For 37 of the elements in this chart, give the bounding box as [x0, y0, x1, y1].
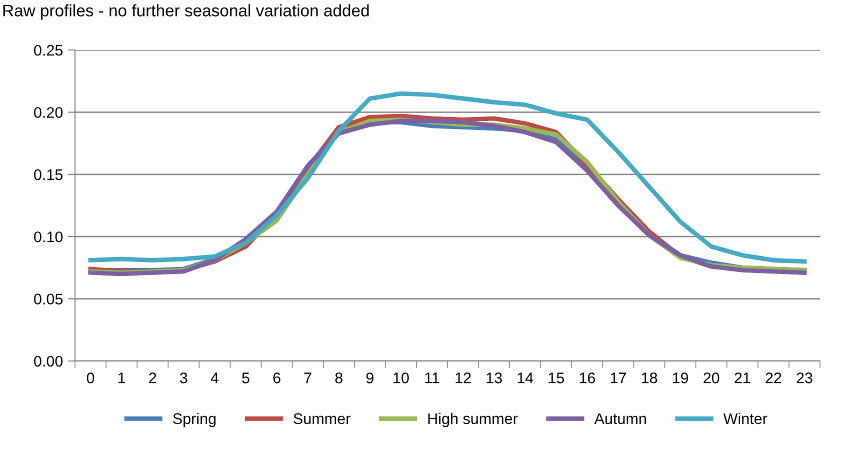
x-tick-label: 12 — [456, 372, 471, 384]
x-tick-label: 23 — [796, 372, 812, 384]
x-tick-label: 3 — [180, 372, 188, 384]
legend-label: Summer — [294, 413, 350, 424]
x-tick-label: 8 — [335, 372, 342, 384]
legend-label: Spring — [173, 412, 216, 428]
x-tick-label: 18 — [642, 372, 658, 384]
x-tick-label: 15 — [548, 372, 564, 384]
x-tick-label: 14 — [518, 372, 534, 384]
x-tick-label: 21 — [734, 372, 750, 384]
line-series — [88, 91, 807, 264]
x-tick-label: 11 — [425, 372, 440, 384]
x-tick-label: 16 — [580, 372, 596, 384]
x-tick-label: 20 — [704, 372, 720, 384]
y-tick-label: 0.10 — [34, 231, 63, 242]
y-tick-label: 0.05 — [34, 294, 63, 304]
y-tick-label: 0.25 — [34, 44, 63, 56]
chart-title: Raw profiles - no further seasonal variation added — [3, 4, 369, 20]
x-tick-label: 13 — [486, 372, 502, 384]
x-tick-label: 0 — [86, 372, 94, 384]
y-tick-label: 0.20 — [34, 107, 63, 118]
x-tick-label: 19 — [672, 372, 688, 384]
x-tick-label: 4 — [210, 372, 218, 384]
legend-label: Autumn — [594, 413, 646, 424]
x-tick-label: 10 — [394, 372, 409, 384]
x-tick-label: 22 — [766, 372, 782, 384]
legend-label: Winter — [723, 412, 768, 424]
x-tick-label: 2 — [149, 372, 156, 384]
x-tick-label: 5 — [242, 372, 250, 384]
x-tick-label: 17 — [610, 372, 626, 384]
y-tick-label: 0.15 — [34, 169, 63, 180]
x-tick-label: 7 — [304, 372, 312, 384]
x-tick-label: 1 — [118, 372, 126, 384]
y-tick-label: 0.00 — [34, 356, 63, 367]
legend-label: High summer — [428, 412, 518, 428]
x-tick-label: 9 — [366, 372, 374, 384]
x-tick-label: 6 — [273, 372, 280, 384]
